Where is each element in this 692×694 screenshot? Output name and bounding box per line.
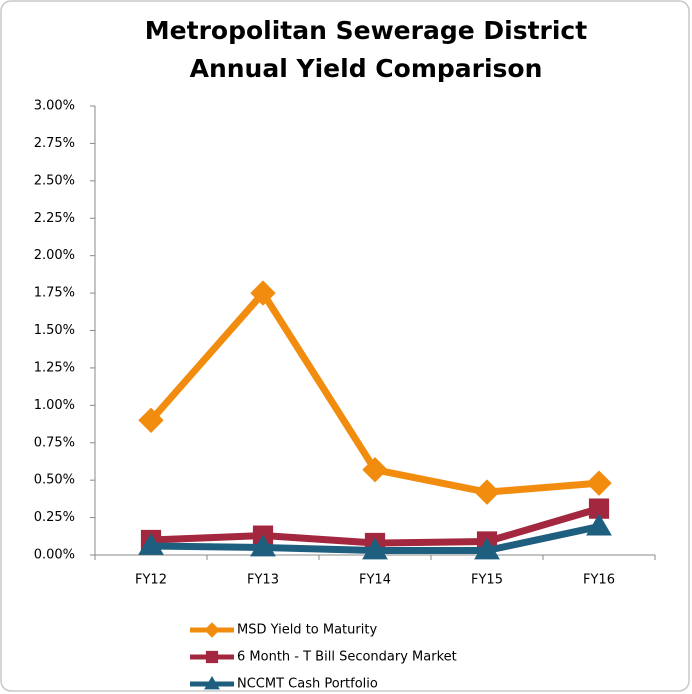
y-tick-label: 0.00%: [34, 548, 75, 563]
marker: [362, 537, 388, 560]
legend-label: MSD Yield to Maturity: [237, 623, 377, 638]
marker: [362, 456, 388, 483]
y-tick-label: 1.75%: [34, 286, 75, 301]
legend-marker: [204, 622, 220, 638]
legend-marker: [204, 676, 220, 690]
marker: [250, 534, 276, 557]
marker: [474, 537, 500, 560]
legend-marker: [205, 650, 219, 664]
chart-title: Metropolitan Sewerage District: [145, 16, 587, 45]
marker: [250, 280, 276, 306]
marker: [138, 533, 164, 555]
y-tick-label: 2.75%: [34, 136, 75, 151]
y-tick-label: 2.25%: [34, 211, 75, 226]
legend-label: NCCMT Cash Portfolio: [237, 677, 378, 692]
x-tick-label: FY12: [135, 573, 167, 588]
marker: [138, 407, 164, 434]
y-tick-label: 0.25%: [34, 510, 75, 525]
y-tick-label: 0.75%: [34, 435, 75, 450]
y-tick-label: 3.00%: [34, 99, 75, 114]
y-tick-label: 1.50%: [34, 323, 75, 338]
x-tick-label: FY13: [247, 573, 279, 588]
x-tick-label: FY14: [359, 573, 391, 588]
y-tick-label: 1.25%: [34, 360, 75, 375]
y-tick-label: 2.50%: [34, 173, 75, 188]
marker: [586, 513, 612, 536]
legend-label: 6 Month - T Bill Secondary Market: [237, 650, 457, 665]
y-tick-label: 1.00%: [34, 398, 75, 413]
marker: [588, 498, 610, 519]
marker: [474, 479, 500, 505]
x-tick-label: FY16: [583, 573, 615, 588]
chart-title: Annual Yield Comparison: [190, 54, 543, 83]
y-tick-label: 2.00%: [34, 248, 75, 263]
x-tick-label: FY15: [471, 573, 503, 588]
marker: [586, 470, 612, 496]
y-tick-label: 0.50%: [34, 473, 75, 488]
